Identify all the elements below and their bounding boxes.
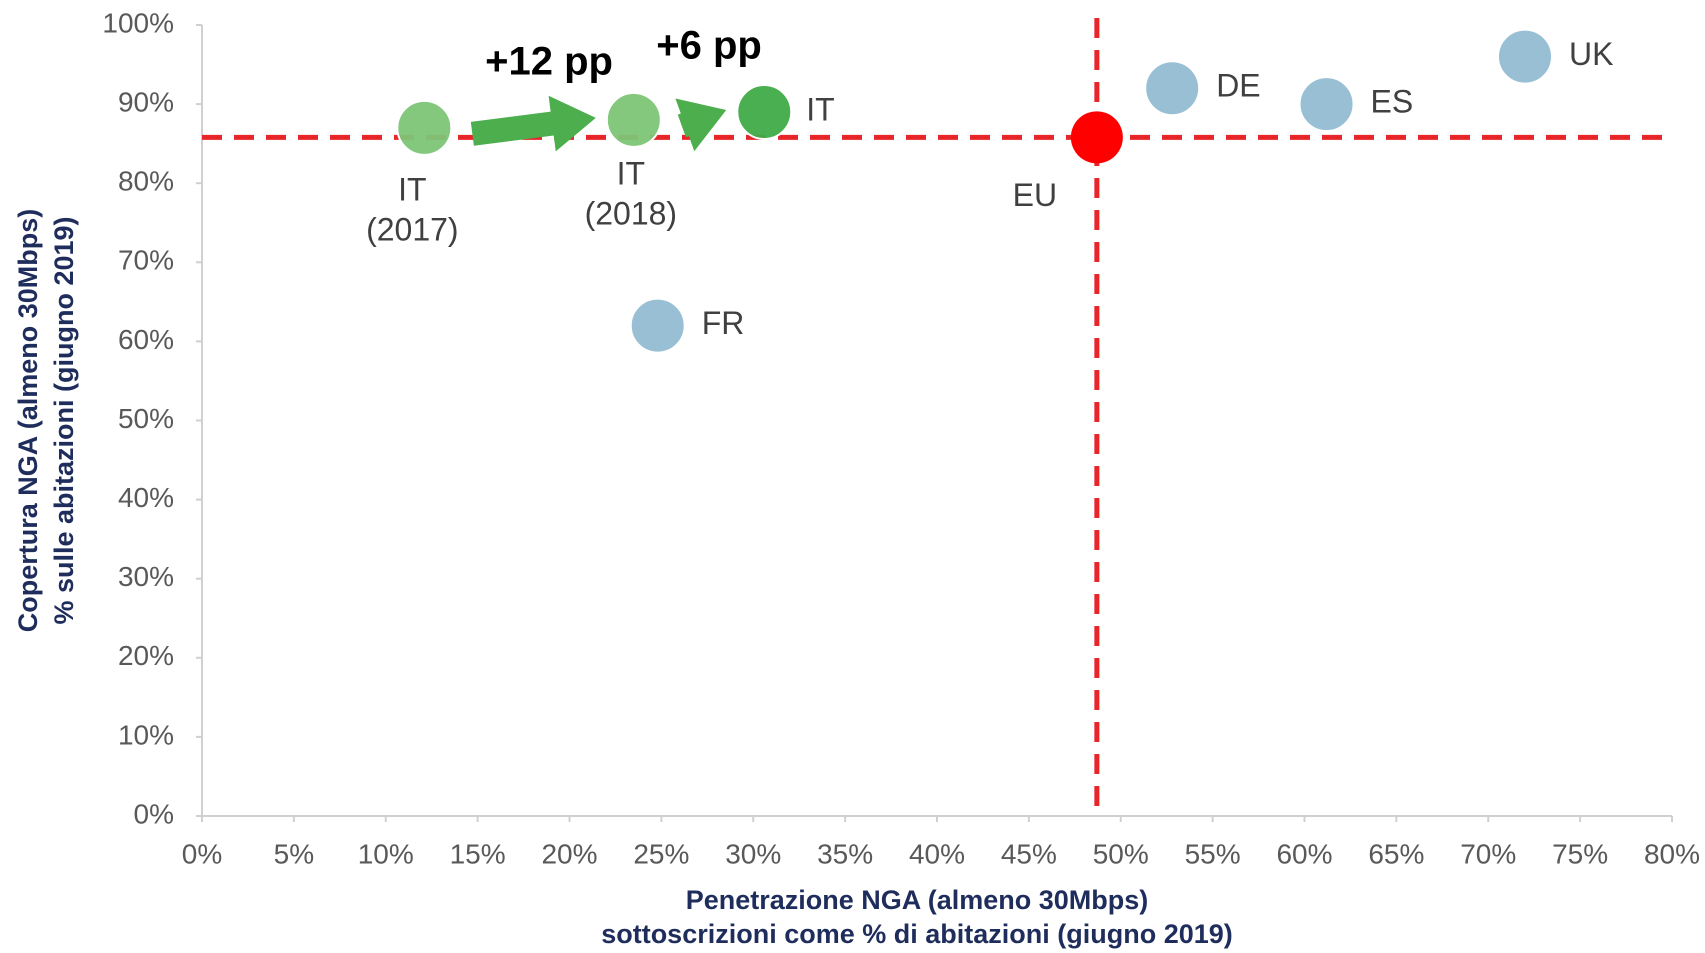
y-tick-label: 80% — [118, 166, 174, 197]
y-tick-label: 20% — [118, 640, 174, 671]
point-label: IT — [398, 171, 426, 207]
y-axis-title: Copertura NGA (almeno 30Mbps) — [13, 209, 43, 633]
y-tick-label: 70% — [118, 245, 174, 276]
x-tick-label: 55% — [1185, 838, 1241, 869]
point-label: ES — [1371, 84, 1414, 120]
point — [1298, 76, 1355, 133]
point — [1144, 60, 1201, 117]
point-label: EU — [1013, 177, 1057, 213]
y-axis-title: % sulle abitazioni (giugno 2019) — [49, 216, 79, 624]
point-label: FR — [702, 305, 745, 341]
point — [1497, 28, 1553, 85]
x-tick-label: 40% — [909, 838, 965, 869]
x-tick-label: 60% — [1276, 838, 1332, 869]
x-tick-label: 45% — [1001, 838, 1057, 869]
y-tick-label: 90% — [118, 86, 174, 117]
point-label: (2017) — [366, 211, 459, 247]
x-tick-label: 80% — [1644, 838, 1700, 869]
x-tick-label: 15% — [450, 838, 506, 869]
point-label: (2018) — [585, 195, 678, 231]
arrow — [470, 95, 596, 152]
point — [605, 91, 662, 148]
x-tick-label: 35% — [817, 838, 873, 869]
y-tick-label: 50% — [118, 403, 174, 434]
y-tick-label: 30% — [118, 561, 174, 592]
point-label: DE — [1216, 68, 1260, 104]
x-tick-label: 75% — [1552, 838, 1608, 869]
point — [1070, 111, 1123, 164]
x-tick-label: 50% — [1093, 838, 1149, 869]
point-label: IT — [806, 91, 834, 127]
arrow — [675, 98, 727, 152]
x-tick-label: 65% — [1368, 838, 1424, 869]
point — [396, 99, 453, 156]
y-tick-label: 40% — [118, 482, 174, 513]
point-label: IT — [617, 155, 645, 191]
x-axis-title: Penetrazione NGA (almeno 30Mbps) — [686, 885, 1149, 915]
annotation: +12 pp — [485, 40, 613, 84]
point — [629, 297, 686, 354]
x-tick-label: 70% — [1460, 838, 1516, 869]
y-tick-label: 100% — [102, 7, 174, 38]
point-label: UK — [1569, 36, 1613, 72]
y-tick-label: 10% — [118, 719, 174, 750]
x-tick-label: 5% — [274, 838, 314, 869]
annotation: +6 pp — [656, 24, 762, 68]
y-tick-label: 60% — [118, 324, 174, 355]
x-tick-label: 25% — [633, 838, 689, 869]
x-axis-title: sottoscrizioni come % di abitazioni (giu… — [601, 919, 1233, 949]
point — [736, 84, 793, 141]
x-tick-label: 20% — [541, 838, 597, 869]
x-tick-label: 0% — [182, 838, 222, 869]
y-tick-label: 0% — [134, 798, 174, 829]
x-tick-label: 30% — [725, 838, 781, 869]
x-tick-label: 10% — [358, 838, 414, 869]
